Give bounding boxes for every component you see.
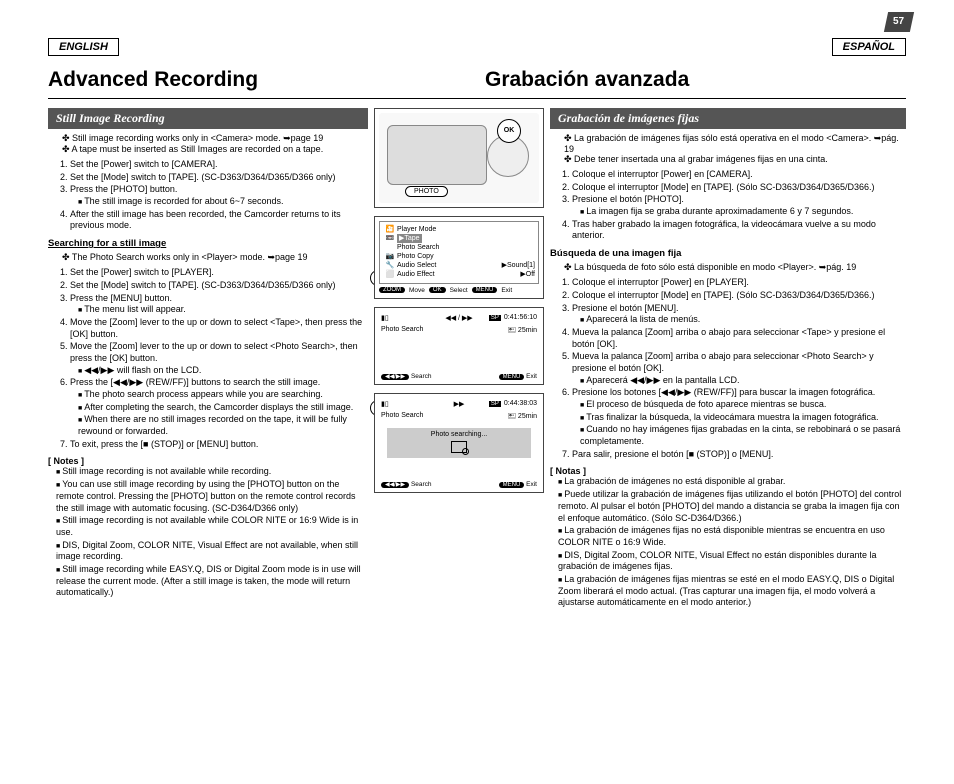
subhead-search-en: Searching for a still image [48, 238, 368, 249]
ok-button-callout: OK [497, 119, 521, 143]
battery-icon: ▮▯ [381, 400, 389, 408]
lang-en: ENGLISH [48, 38, 119, 56]
notes-en: Still image recording is not available w… [56, 466, 368, 599]
notes-hd-es: [ Notas ] [550, 466, 906, 476]
steps-es: Coloque el interruptor [Power] en [CAMER… [572, 169, 906, 242]
magnifier-icon [451, 441, 467, 453]
notes-hd-en: [ Notes ] [48, 456, 368, 466]
tick: A tape must be inserted as Still Images … [62, 144, 368, 155]
title-en: Advanced Recording [48, 68, 258, 92]
tick: Debe tener insertada una al grabar imáge… [564, 154, 906, 165]
tick: Still image recording works only in <Cam… [62, 133, 368, 144]
steps2-en: Set the [Power] switch to [PLAYER]. Set … [70, 267, 368, 450]
subhead-search-es: Búsqueda de una imagen fija [550, 248, 906, 259]
tick: The Photo Search works only in <Player> … [62, 252, 368, 263]
lcd-screen-2: ▮▯ ▶▶ Photo Search SP0:44:38:03 🖭 25min … [374, 393, 544, 493]
searching-box: Photo searching... [387, 428, 531, 458]
lcd-screen-1: ▮▯ ◀◀ / ▶▶ Photo Search SP0:41:56:10 🖭 2… [374, 307, 544, 385]
col-illustrations: OK PHOTO 🎦Player Mode 📼▶Tape Photo Searc… [374, 108, 544, 610]
notes-es: La grabación de imágenes no está disponi… [558, 476, 906, 609]
camera-illustration: OK PHOTO [374, 108, 544, 208]
section-bar-es: Grabación de imágenes fijas [550, 108, 906, 129]
steps-en: Set the [Power] switch to [CAMERA]. Set … [70, 159, 368, 232]
section-bar-en: Still Image Recording [48, 108, 368, 129]
lang-es: ESPAÑOL [832, 38, 906, 56]
photo-label: PHOTO [405, 186, 448, 197]
col-spanish: Grabación de imágenes fijas La grabación… [550, 108, 906, 610]
battery-icon: ▮▯ [381, 314, 389, 322]
col-english: Still Image Recording Still image record… [48, 108, 368, 610]
title-es: Grabación avanzada [485, 68, 689, 92]
menu-screen: 🎦Player Mode 📼▶Tape Photo Search 📷Photo … [374, 216, 544, 299]
steps2-es: Coloque el interruptor [Power] en [PLAYE… [572, 277, 906, 460]
page-number: 57 [884, 12, 914, 32]
tick: La búsqueda de foto sólo está disponible… [564, 262, 906, 273]
tick: La grabación de imágenes fijas sólo está… [564, 133, 906, 154]
